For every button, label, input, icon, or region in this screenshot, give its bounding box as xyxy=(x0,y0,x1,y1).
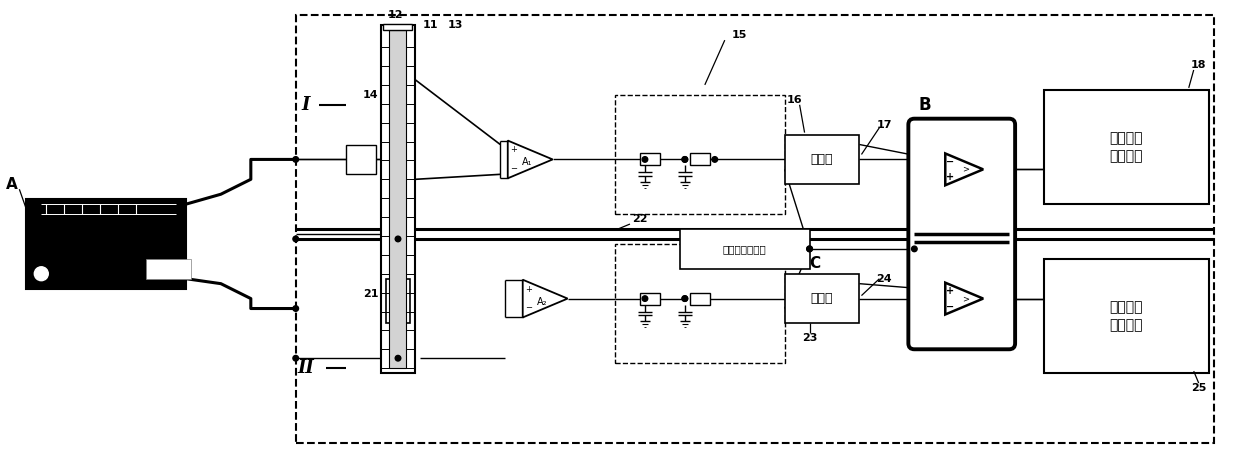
Circle shape xyxy=(712,157,718,162)
Circle shape xyxy=(911,246,918,252)
Bar xyxy=(680,229,810,269)
Text: 25: 25 xyxy=(1190,383,1207,393)
Polygon shape xyxy=(945,153,983,185)
Text: −: − xyxy=(510,164,517,174)
Text: 加法器: 加法器 xyxy=(811,292,833,305)
Bar xyxy=(689,153,709,165)
Circle shape xyxy=(682,296,688,302)
Bar xyxy=(785,274,859,324)
Text: 12: 12 xyxy=(388,10,403,20)
Text: −: − xyxy=(946,302,954,312)
Bar xyxy=(381,25,415,373)
Bar xyxy=(640,153,660,165)
Bar xyxy=(1044,90,1209,204)
Text: 13: 13 xyxy=(448,20,463,30)
Bar xyxy=(615,244,785,363)
Circle shape xyxy=(293,355,299,361)
Bar xyxy=(1044,259,1209,373)
Bar xyxy=(346,145,376,174)
Text: 数字信号
采集电路: 数字信号 采集电路 xyxy=(1110,300,1143,332)
Bar xyxy=(295,15,1214,442)
Text: +: + xyxy=(946,172,954,182)
Text: 参考电压发生器: 参考电压发生器 xyxy=(723,244,766,254)
Circle shape xyxy=(396,236,401,242)
Bar xyxy=(388,30,407,368)
Text: A₂: A₂ xyxy=(537,297,547,307)
Bar xyxy=(26,199,186,289)
Text: +: + xyxy=(946,285,954,296)
Text: 17: 17 xyxy=(877,120,892,129)
Circle shape xyxy=(807,246,812,252)
Text: −: − xyxy=(946,157,954,167)
Text: +: + xyxy=(511,146,517,155)
Circle shape xyxy=(642,157,647,162)
Text: >: > xyxy=(962,294,968,303)
Circle shape xyxy=(682,157,688,162)
Text: 数字信号
采集电路: 数字信号 采集电路 xyxy=(1110,131,1143,163)
Circle shape xyxy=(396,355,401,361)
Circle shape xyxy=(682,157,688,162)
Text: 14: 14 xyxy=(363,90,378,100)
Bar xyxy=(382,24,413,30)
Text: 11: 11 xyxy=(423,20,438,30)
Text: 16: 16 xyxy=(787,95,802,105)
Circle shape xyxy=(35,267,48,281)
Bar xyxy=(640,293,660,304)
Text: B: B xyxy=(918,96,931,114)
Circle shape xyxy=(807,246,812,252)
Text: 21: 21 xyxy=(363,289,378,299)
Polygon shape xyxy=(945,283,983,314)
Text: A₁: A₁ xyxy=(522,157,532,168)
Circle shape xyxy=(293,157,299,162)
Bar xyxy=(146,259,191,279)
Text: 18: 18 xyxy=(1190,60,1207,70)
Circle shape xyxy=(293,236,299,242)
Text: C: C xyxy=(808,256,820,271)
Text: −: − xyxy=(526,303,532,313)
Text: I: I xyxy=(301,96,310,114)
Text: 23: 23 xyxy=(802,333,817,343)
Bar xyxy=(785,134,859,184)
Text: +: + xyxy=(526,285,532,294)
Text: 加法器: 加法器 xyxy=(811,153,833,166)
Text: 15: 15 xyxy=(732,30,748,40)
Text: >: > xyxy=(962,165,968,174)
Text: 24: 24 xyxy=(877,274,893,284)
Circle shape xyxy=(293,306,299,311)
Circle shape xyxy=(642,296,647,302)
Circle shape xyxy=(682,296,688,302)
Text: II: II xyxy=(298,359,314,377)
Bar xyxy=(689,293,709,304)
Bar xyxy=(615,95,785,214)
Text: A: A xyxy=(5,177,17,192)
FancyBboxPatch shape xyxy=(909,119,1016,349)
Text: 22: 22 xyxy=(632,214,647,224)
Bar xyxy=(386,279,410,324)
